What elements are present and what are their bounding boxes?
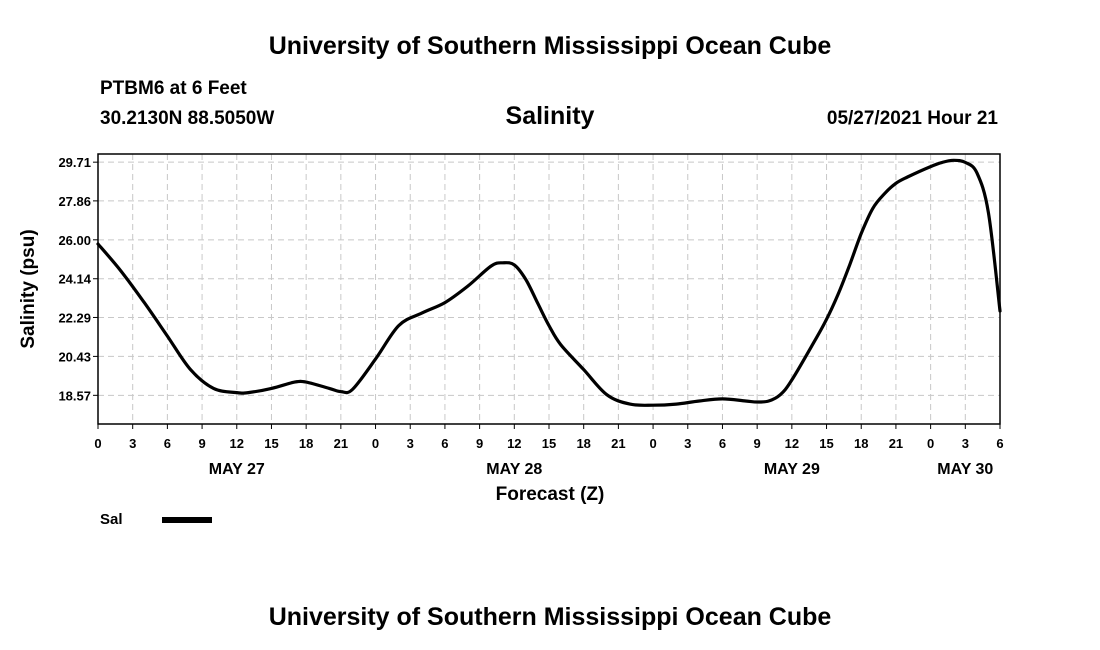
x-tick-label: 18	[854, 436, 868, 451]
x-tick-label: 21	[334, 436, 348, 451]
day-label: MAY 28	[486, 461, 542, 478]
x-tick-label: 21	[611, 436, 625, 451]
gridlines	[98, 154, 1000, 424]
day-label: MAY 30	[937, 461, 993, 478]
y-tick-label: 20.43	[58, 349, 91, 364]
x-tick-label: 9	[198, 436, 205, 451]
x-tick-label: 18	[299, 436, 313, 451]
x-tick-label: 0	[649, 436, 656, 451]
day-labels: MAY 27 MAY 28 MAY 29 MAY 30	[209, 461, 994, 478]
x-tick-label: 3	[684, 436, 691, 451]
page-title: University of Southern Mississippi Ocean…	[269, 32, 832, 60]
x-tick-label: 0	[372, 436, 379, 451]
x-tick-label: 9	[476, 436, 483, 451]
x-tick-label: 3	[962, 436, 969, 451]
y-tick-label: 29.71	[58, 155, 91, 170]
y-tick-label: 27.86	[58, 194, 91, 209]
plot-frame	[97, 153, 1001, 425]
station-coords: 30.2130N 88.5050W	[100, 108, 274, 129]
x-tick-label: 6	[164, 436, 171, 451]
series-line-sal	[96, 158, 1002, 407]
y-tick-label: 18.57	[58, 388, 91, 403]
legend-label: Sal	[100, 511, 123, 528]
y-axis-ticks: 29.71 27.86 26.00 24.14 22.29 20.43 18.57	[58, 155, 98, 403]
x-tick-label: 3	[129, 436, 136, 451]
y-tick-label: 24.14	[58, 272, 91, 287]
station-label: PTBM6 at 6 Feet	[100, 78, 247, 99]
y-axis-label: Salinity (psu)	[18, 229, 39, 348]
x-tick-label: 15	[819, 436, 833, 451]
day-label: MAY 29	[764, 461, 820, 478]
x-tick-label: 18	[576, 436, 590, 451]
footer-title: University of Southern Mississippi Ocean…	[269, 603, 832, 631]
day-label: MAY 27	[209, 461, 265, 478]
x-tick-label: 12	[507, 436, 521, 451]
x-tick-label: 9	[754, 436, 761, 451]
forecast-date: 05/27/2021 Hour 21	[827, 108, 999, 129]
x-tick-label: 15	[542, 436, 556, 451]
x-tick-label: 0	[94, 436, 101, 451]
x-tick-label: 6	[996, 436, 1003, 451]
x-axis-ticks: 0 3 6 9 12 15 18 21 0 3 6 9 12 15 18 21 0 3 6 9 12 15 18 21 0 3 6	[94, 424, 1004, 451]
x-tick-label: 3	[407, 436, 414, 451]
x-tick-label: 15	[264, 436, 278, 451]
x-tick-label: 12	[230, 436, 244, 451]
x-tick-label: 0	[927, 436, 934, 451]
x-tick-label: 6	[719, 436, 726, 451]
x-axis-label: Forecast (Z)	[496, 484, 605, 505]
x-tick-label: 21	[889, 436, 903, 451]
x-tick-label: 12	[785, 436, 799, 451]
chart-title: Salinity	[506, 102, 595, 130]
y-tick-label: 26.00	[58, 233, 91, 248]
x-tick-label: 6	[441, 436, 448, 451]
y-tick-label: 22.29	[58, 310, 91, 325]
